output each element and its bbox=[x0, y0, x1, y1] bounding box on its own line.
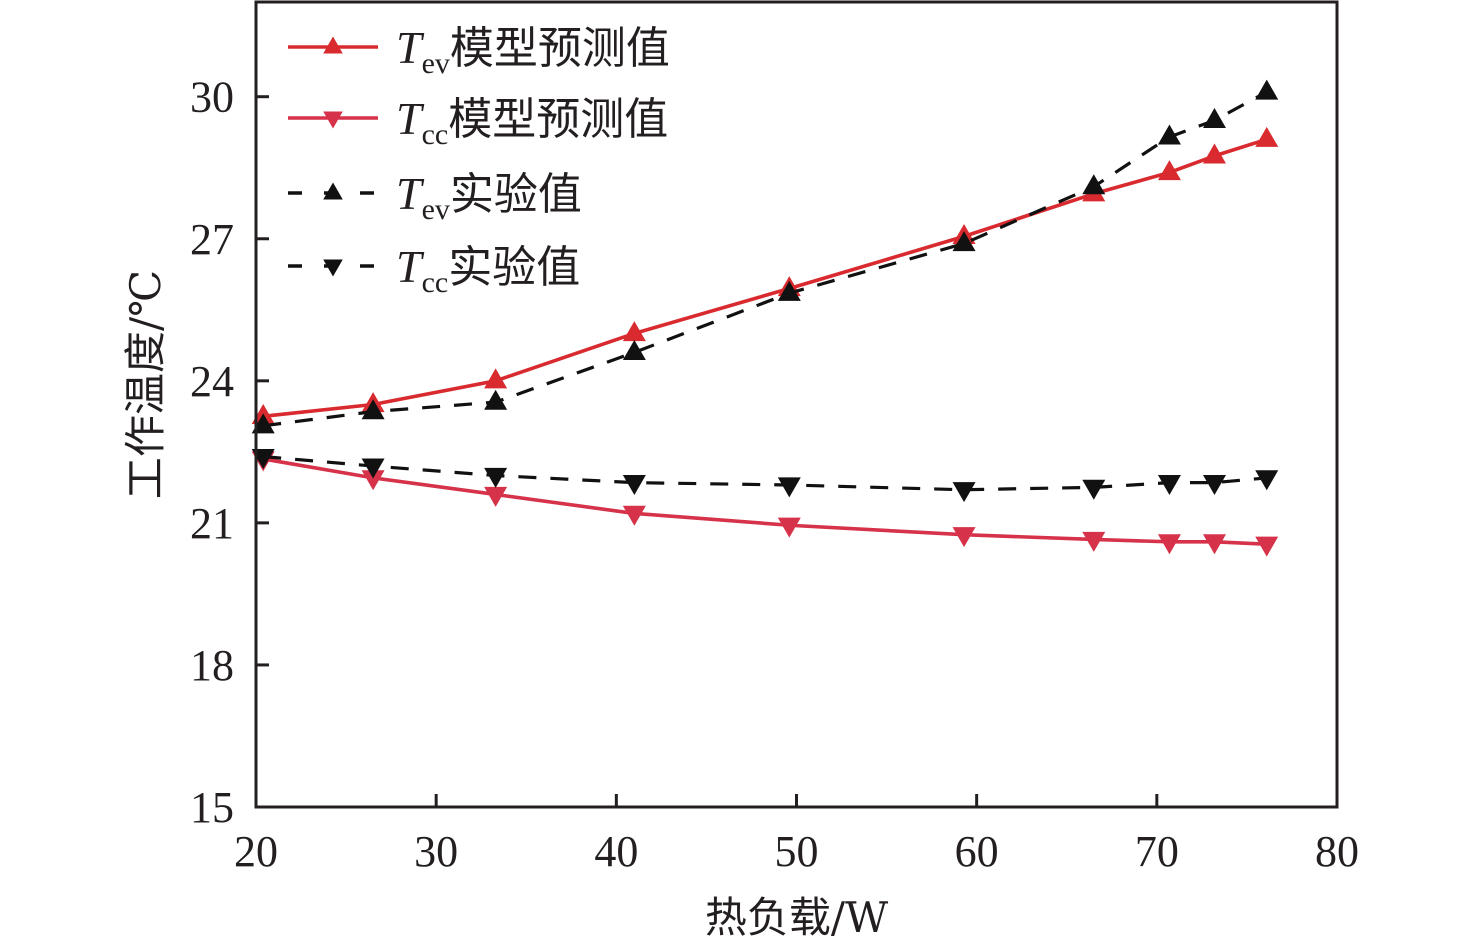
y-tick-label: 27 bbox=[190, 215, 234, 264]
legend-label: Tev实验值 bbox=[396, 168, 582, 226]
data-point bbox=[1255, 470, 1279, 491]
legend-marker bbox=[323, 111, 343, 129]
data-point bbox=[952, 231, 976, 252]
data-point bbox=[952, 482, 976, 503]
x-tick-label: 40 bbox=[594, 827, 638, 876]
data-point bbox=[361, 458, 385, 479]
y-tick-label: 18 bbox=[190, 641, 234, 690]
data-point bbox=[484, 389, 508, 410]
data-point bbox=[777, 477, 801, 498]
x-tick-label: 30 bbox=[414, 827, 458, 876]
x-tick-label: 20 bbox=[234, 827, 278, 876]
data-point bbox=[1157, 124, 1181, 145]
x-axis-title: 热负载/W bbox=[705, 893, 889, 942]
data-point bbox=[361, 470, 385, 491]
data-point bbox=[1202, 475, 1226, 496]
data-point bbox=[622, 340, 646, 361]
series-line bbox=[263, 137, 1268, 419]
data-point bbox=[484, 467, 508, 488]
legend: Tev模型预测值 Tcc模型预测值 Tev实验值 Tcc实验值 bbox=[288, 22, 670, 299]
legend-label: Tcc实验值 bbox=[396, 241, 580, 299]
y-tick-label: 15 bbox=[190, 783, 234, 832]
data-point bbox=[1082, 479, 1106, 500]
data-point bbox=[1157, 534, 1181, 555]
x-tick-label: 60 bbox=[955, 827, 999, 876]
data-point bbox=[1202, 107, 1226, 128]
x-tick-label: 80 bbox=[1315, 827, 1359, 876]
data-point bbox=[777, 280, 801, 301]
series-layer bbox=[251, 79, 1279, 557]
y-axis-title: 工作温度/℃ bbox=[121, 270, 170, 499]
series-cc-experimental bbox=[251, 448, 1279, 503]
series-line bbox=[262, 457, 1267, 546]
data-point bbox=[1255, 536, 1279, 557]
data-point bbox=[1082, 174, 1106, 195]
legend-item: Tcc模型预测值 bbox=[288, 93, 668, 151]
legend-marker bbox=[323, 259, 343, 277]
data-point bbox=[1202, 534, 1226, 555]
series-line bbox=[263, 90, 1268, 428]
y-tick-label: 21 bbox=[190, 499, 234, 548]
y-tick-label: 24 bbox=[190, 357, 234, 406]
legend-label: Tcc模型预测值 bbox=[396, 93, 668, 151]
series-line bbox=[263, 454, 1267, 492]
x-tick-label: 70 bbox=[1135, 827, 1179, 876]
legend-label: Tev模型预测值 bbox=[396, 22, 670, 80]
data-point bbox=[622, 321, 646, 342]
data-point bbox=[622, 505, 646, 526]
data-point bbox=[1157, 475, 1181, 496]
legend-marker bbox=[323, 36, 343, 54]
legend-item: Tcc实验值 bbox=[288, 241, 580, 299]
data-point bbox=[484, 368, 508, 389]
data-point bbox=[777, 517, 801, 538]
data-point bbox=[484, 486, 508, 507]
legend-item: Tev模型预测值 bbox=[288, 22, 670, 80]
data-point bbox=[1202, 143, 1226, 164]
legend-item: Tev实验值 bbox=[288, 168, 582, 226]
data-point bbox=[622, 475, 646, 496]
data-point bbox=[361, 399, 385, 420]
data-point bbox=[1157, 160, 1181, 181]
y-axis: 15 18 21 24 27 30 bbox=[190, 73, 269, 832]
series-ev-experimental bbox=[251, 79, 1279, 434]
y-tick-label: 30 bbox=[190, 73, 234, 122]
data-point bbox=[1255, 79, 1279, 100]
x-tick-label: 50 bbox=[775, 827, 819, 876]
data-point bbox=[1255, 126, 1279, 147]
legend-marker bbox=[323, 182, 343, 200]
data-point bbox=[1082, 531, 1106, 552]
x-axis: 20 30 40 50 60 70 80 bbox=[234, 794, 1359, 876]
data-point bbox=[952, 527, 976, 548]
